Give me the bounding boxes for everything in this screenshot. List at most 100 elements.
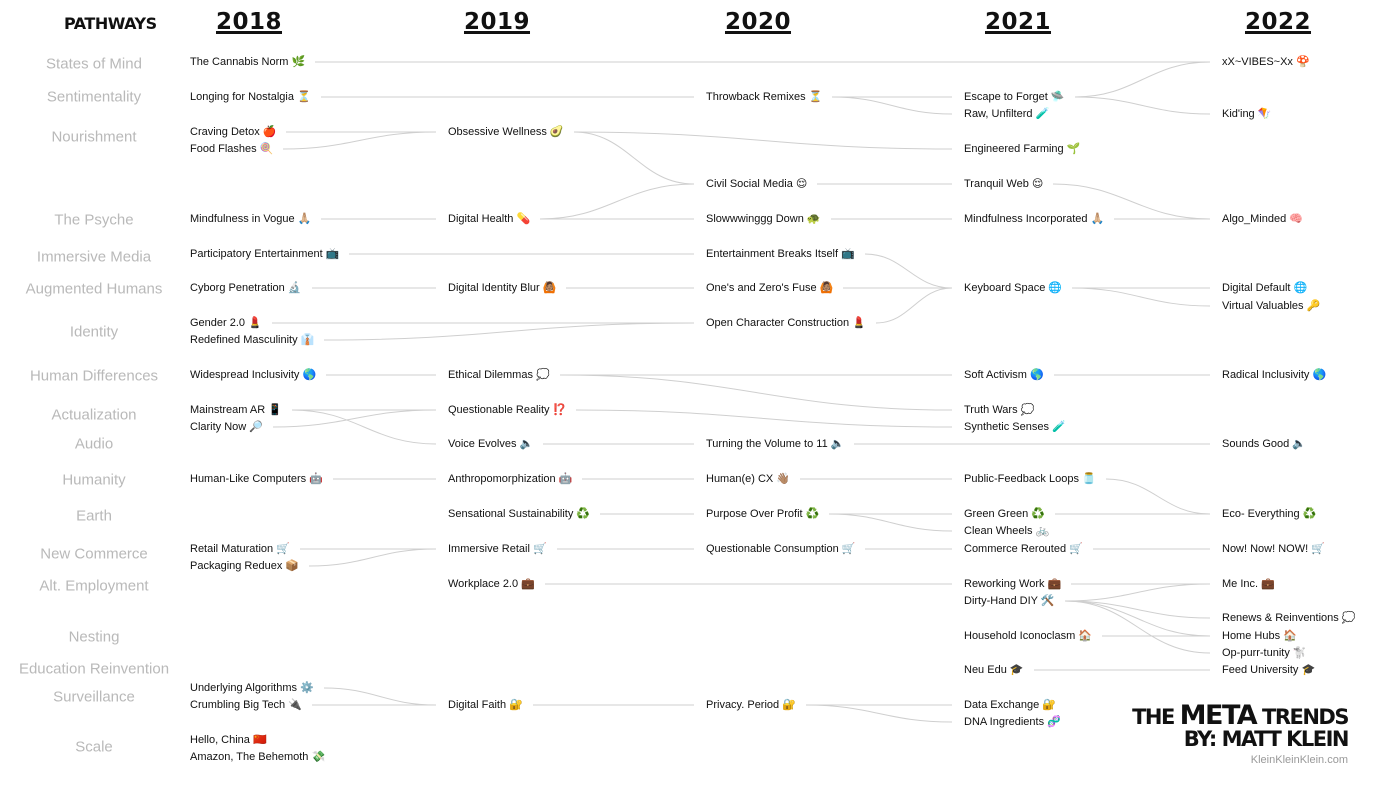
trend-label: Data Exchange 🔐 [964,699,1056,711]
trend-label: xX~VIBES~Xx 🍄 [1222,56,1310,68]
trend-label: Slowwwinggg Down 🐢 [706,213,821,225]
trend-label: Privacy. Period 🔐 [706,699,796,711]
trend-label: Underlying Algorithms ⚙️ [190,682,314,694]
year-header-2020: 2020 [724,9,792,35]
trend-label: Commerce Rerouted 🛒 [964,543,1083,555]
trend-label: Open Character Construction 💄 [706,317,866,329]
brand-title-meta: META [1179,700,1258,731]
trend-connection [1071,287,1211,307]
trend-label: Eco- Everything ♻️ [1222,508,1317,520]
trend-label: Now! Now! NOW! 🛒 [1222,543,1325,555]
trend-label: Mainstream AR 📱 [190,404,282,416]
trend-label: Home Hubs 🏠 [1222,630,1297,642]
trend-label: Escape to Forget 🛸 [964,91,1065,103]
trend-connection [573,131,695,185]
trend-label: Civil Social Media 😌 [706,178,808,190]
trend-label: Voice Evolves 🔈 [448,438,534,450]
pathway-label: New Commerce [40,545,148,563]
trend-connection [864,253,953,289]
year-header-2021: 2021 [984,9,1052,35]
trend-label: Throwback Remixes ⏳ [706,91,823,103]
trend-label: Algo_Minded 🧠 [1222,213,1303,225]
trend-label: Green Green ♻️ [964,508,1045,520]
trend-label: Workplace 2.0 💼 [448,578,535,590]
pathway-label: Scale [75,738,113,756]
trend-label: Immersive Retail 🛒 [448,543,547,555]
trend-connection [875,287,953,324]
trend-label: Gender 2.0 💄 [190,317,262,329]
trend-label: Public-Feedback Loops 🫙 [964,473,1096,485]
trend-label: Keyboard Space 🌐 [964,282,1063,294]
trend-label: Entertainment Breaks Itself 📺 [706,248,855,260]
trend-label: Digital Faith 🔐 [448,699,523,711]
pathway-label: Augmented Humans [25,280,163,298]
pathway-label: Human Differences [29,367,159,385]
trend-label: Digital Default 🌐 [1222,282,1308,294]
pathway-label: Humanity [62,471,126,489]
trend-connection [282,131,437,150]
pathway-label: The Psyche [54,211,134,229]
pathways-header: PATHWAYS [64,14,157,33]
trend-label: Synthetic Senses 🧪 [964,421,1066,433]
trend-connection [1064,600,1211,654]
trend-connection [831,96,953,115]
trend-label: Widespread Inclusivity 🌎 [190,369,317,381]
year-header-2018: 2018 [215,9,283,35]
trend-label: Raw, Unfilterd 🧪 [964,108,1050,120]
trend-connection [323,322,695,341]
trend-connection [1105,478,1211,515]
trend-label: Questionable Reality ⁉️ [448,404,567,416]
trend-connection [1064,583,1211,602]
trend-label: Human(e) CX 👋🏽 [706,473,790,485]
trend-label: Packaging Reduex 📦 [190,560,300,572]
trend-connection [1064,600,1211,619]
website-link[interactable]: KleinKleinKlein.com [1250,754,1348,766]
trend-label: Kid'ing 🪁 [1222,108,1272,120]
trend-label: Amazon, The Behemoth 💸 [190,751,326,763]
trend-connection [539,183,695,220]
trend-connection [575,409,953,428]
trend-label: Mindfulness in Vogue 🙏🏼 [190,213,312,225]
pathway-label: Education Reinvention [18,660,170,678]
trend-label: Longing for Nostalgia ⏳ [190,91,311,103]
trend-label: Dirty-Hand DIY 🛠️ [964,595,1055,607]
trend-label: Human-Like Computers 🤖 [190,473,323,485]
trend-label: DNA Ingredients 🧬 [964,716,1061,728]
trend-label: Purpose Over Profit ♻️ [706,508,820,520]
trend-label: The Cannabis Norm 🌿 [190,56,306,68]
trend-label: Retail Maturation 🛒 [190,543,290,555]
trend-label: Crumbling Big Tech 🔌 [190,699,302,711]
brand-title: THE META TRENDS [1132,702,1349,729]
trend-label: Radical Inclusivity 🌎 [1222,369,1327,381]
trend-label: Food Flashes 🍭 [190,143,274,155]
trend-label: Participatory Entertainment 📺 [190,248,340,260]
pathway-label: Audio [74,435,114,453]
pathway-label: Identity [69,323,119,341]
trend-label: Me Inc. 💼 [1222,578,1275,590]
trend-label: Engineered Farming 🌱 [964,143,1081,155]
trend-label: Soft Activism 🌎 [964,369,1044,381]
pathway-label: Earth [76,507,112,525]
trend-label: Digital Health 💊 [448,213,531,225]
pathway-label: States of Mind [46,55,142,73]
year-header-2019: 2019 [463,9,531,35]
trend-connection [559,374,953,411]
brand-title-trends: TRENDS [1256,705,1349,729]
trend-label: Household Iconoclasm 🏠 [964,630,1093,642]
trend-label: Digital Identity Blur 🙆🏽 [448,282,557,294]
pathway-label: Surveillance [53,688,135,706]
pathway-label: Immersive Media [36,248,152,266]
trend-label: One's and Zero's Fuse 🙆🏽 [706,282,834,294]
trend-label: Hello, China 🇨🇳 [190,734,267,746]
trend-connection [1074,61,1211,98]
year-header-2022: 2022 [1244,9,1312,35]
trend-label: Op-purr-tunity 🐩 [1222,647,1307,659]
trend-label: Clean Wheels 🚲 [964,525,1050,537]
brand-author: BY: MATT KLEIN [1183,727,1350,751]
trend-label: Cyborg Penetration 🔬 [190,282,302,294]
pathway-label: Nourishment [51,128,137,146]
trend-label: Craving Detox 🍎 [190,126,277,138]
trend-label: Feed University 🎓 [1222,664,1316,676]
trend-label: Redefined Masculinity 👔 [190,334,315,346]
